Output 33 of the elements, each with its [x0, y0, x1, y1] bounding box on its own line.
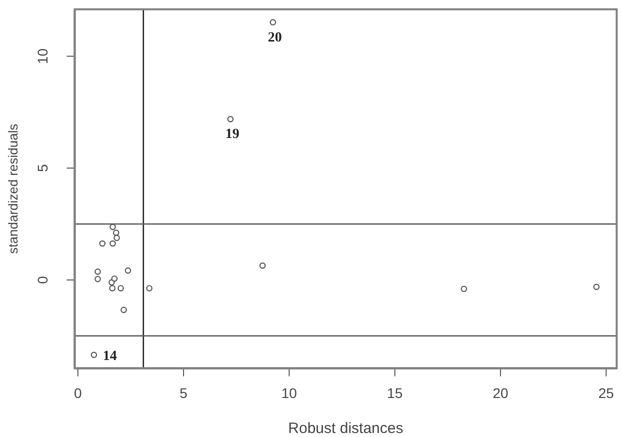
point: [118, 285, 124, 292]
x-tick-label: 0: [74, 385, 82, 402]
point: [114, 234, 120, 242]
y-tick-label: 0: [34, 276, 51, 284]
annotation: 19: [225, 127, 240, 142]
annotation: 20: [268, 30, 282, 46]
point: [460, 286, 468, 292]
point: [111, 275, 118, 282]
point: [124, 267, 132, 274]
point: [90, 352, 98, 358]
point: [112, 230, 120, 236]
x-tick-label: 10: [281, 385, 298, 402]
annotation: 14: [102, 348, 117, 364]
point: [270, 19, 276, 26]
point: [99, 240, 106, 247]
x-tick-label: 20: [492, 385, 508, 402]
y-tick-label: 10: [34, 48, 51, 64]
x-tick-label: 5: [180, 385, 188, 402]
point: [120, 306, 127, 314]
point: [110, 240, 116, 247]
point: [94, 276, 101, 282]
point: [94, 268, 101, 275]
point: [109, 285, 116, 292]
x-tick-label: 15: [387, 385, 403, 402]
x-tick-label: 25: [598, 385, 614, 402]
point: [227, 116, 234, 122]
point: [110, 224, 116, 230]
point: [259, 262, 266, 269]
x-axis-title: Robust distances: [288, 420, 404, 437]
y-tick-label: 5: [34, 164, 51, 172]
point: [146, 285, 152, 292]
point: [593, 284, 600, 290]
y-axis-title: standardized residuals: [6, 123, 21, 254]
